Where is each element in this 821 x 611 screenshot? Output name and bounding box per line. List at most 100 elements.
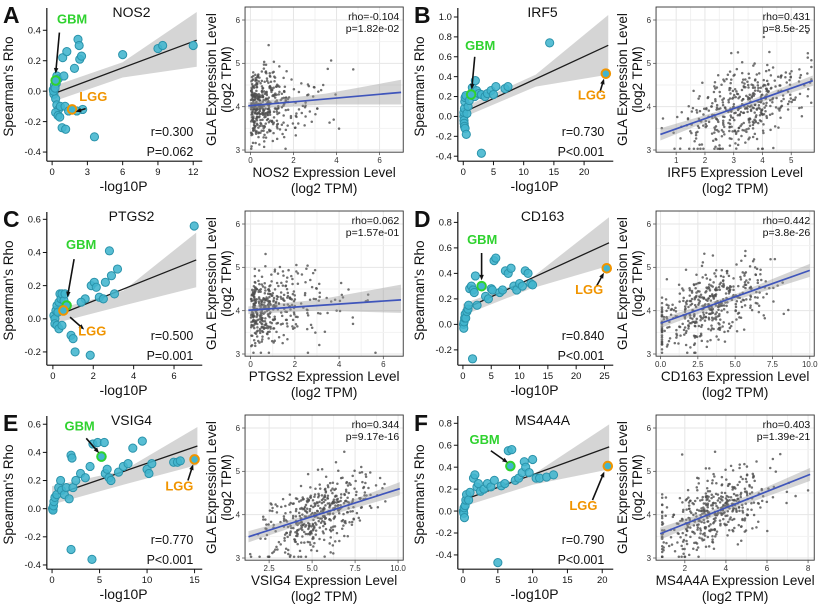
sample-point: [699, 514, 702, 517]
sample-point: [342, 519, 345, 522]
panel-c-right-chart: 3 4 5 6 0 2 4 6 rho=0.062 p=1.57e-01 PTGS2 Express…: [205, 204, 410, 408]
sample-point: [683, 326, 687, 329]
sample-point: [279, 98, 283, 102]
sample-point: [301, 104, 305, 108]
sample-point: [688, 294, 691, 298]
sample-point: [271, 94, 275, 98]
sample-point: [260, 129, 264, 133]
sample-point: [725, 301, 729, 304]
p-value-label: P<0.001: [557, 554, 604, 568]
sample-point: [669, 536, 673, 539]
sample-point: [289, 525, 293, 528]
sample-point: [732, 74, 735, 77]
sample-point: [276, 112, 279, 116]
sample-point: [680, 453, 684, 457]
x-tick-label: 2: [682, 565, 687, 574]
sample-point: [318, 282, 321, 286]
sample-point: [809, 58, 813, 62]
sample-point: [328, 513, 332, 517]
sample-point: [729, 465, 733, 468]
sample-point: [732, 486, 736, 490]
sample-point: [806, 52, 809, 55]
sample-point: [363, 494, 367, 498]
sample-point: [250, 324, 253, 327]
sample-point: [276, 548, 279, 552]
sample-point: [704, 492, 707, 496]
sample-point: [279, 521, 282, 524]
sample-point: [694, 305, 698, 309]
sample-point: [250, 120, 253, 123]
sample-point: [274, 76, 277, 79]
sample-point: [276, 137, 279, 141]
sample-point: [680, 545, 683, 548]
sample-point: [736, 312, 739, 316]
sample-point: [746, 83, 750, 87]
sample-point: [702, 512, 706, 515]
sample-point: [697, 324, 700, 328]
sample-point: [255, 107, 259, 111]
sample-point: [286, 276, 289, 280]
sample-point: [749, 502, 753, 505]
sample-point: [683, 305, 687, 308]
annotation-arrowhead: [78, 324, 85, 330]
sample-point: [703, 510, 706, 513]
sample-point: [300, 507, 304, 510]
y-tick-label: 3: [236, 554, 241, 563]
sample-point: [309, 543, 312, 547]
sample-point: [746, 281, 750, 285]
sample-point: [706, 340, 709, 343]
sample-point: [265, 63, 268, 67]
sample-point: [718, 318, 722, 322]
sample-point: [678, 520, 682, 523]
sample-point: [297, 122, 300, 125]
cancer-type-point: [106, 271, 117, 281]
sample-point: [357, 517, 361, 520]
sample-point: [734, 90, 738, 93]
sample-point: [778, 453, 782, 456]
y-axis-title-units: (log2 TPM): [630, 46, 645, 113]
sample-point: [750, 508, 753, 512]
sample-point: [335, 532, 339, 535]
sample-point: [673, 342, 676, 345]
sample-point: [679, 536, 682, 539]
sample-point: [289, 314, 293, 318]
y-axis-title-units: (log2 TPM): [630, 455, 645, 522]
sample-point: [759, 101, 762, 104]
sample-point: [771, 496, 774, 499]
sample-point: [266, 113, 270, 117]
sample-point: [351, 475, 355, 478]
sample-point: [295, 522, 298, 526]
sample-point: [731, 486, 734, 489]
sample-point: [254, 111, 258, 115]
sample-point: [773, 125, 777, 128]
sample-point: [692, 89, 695, 93]
sample-point: [755, 73, 758, 76]
sample-point: [786, 102, 790, 106]
sample-point: [730, 125, 733, 128]
sample-point: [317, 505, 320, 508]
sample-point: [339, 504, 343, 508]
sample-point: [273, 339, 277, 343]
x-tick-label: 10: [142, 576, 153, 587]
lgg-label: LGG: [577, 87, 605, 102]
sample-point: [296, 498, 299, 501]
sample-point: [754, 291, 758, 294]
sample-point: [344, 499, 348, 503]
sample-point: [710, 132, 714, 135]
sample-point: [314, 505, 317, 508]
sample-point: [287, 269, 291, 272]
sample-point: [660, 555, 664, 559]
sample-point: [660, 521, 664, 524]
sample-point: [360, 466, 363, 469]
x-tick-label: 0: [50, 371, 55, 382]
sample-point: [312, 297, 316, 301]
sample-point: [757, 311, 760, 314]
sample-point: [332, 552, 335, 556]
sample-point: [276, 127, 280, 130]
sample-point: [724, 468, 727, 472]
sample-point: [704, 311, 708, 315]
sample-point: [305, 267, 308, 271]
panel-d-left-chart: -0.2 0.0 0.2 0.4 0.6 0.8 0 5 10 15 20 25 GBM LGG CD163…: [411, 204, 616, 408]
sample-point: [286, 296, 289, 300]
